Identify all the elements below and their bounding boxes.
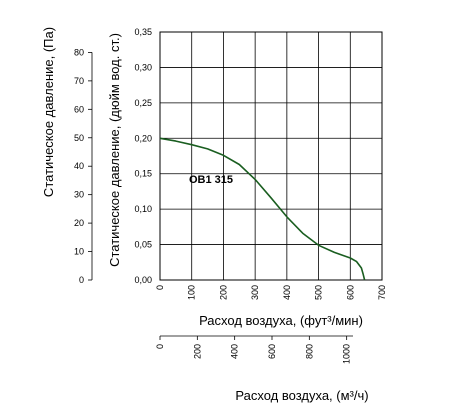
x2-tick-label: 1000	[342, 344, 352, 364]
x-tick-label: 300	[250, 285, 260, 300]
y2-tick-label: 30	[74, 190, 84, 200]
x2-tick-label: 600	[267, 344, 277, 359]
y-tick-label: 0,35	[134, 27, 152, 37]
y-tick-label: 0,20	[134, 133, 152, 143]
x-tick-label: 500	[314, 285, 324, 300]
series-annotation: ОВ1 315	[189, 174, 233, 186]
y-tick-label: 0,10	[134, 204, 152, 214]
y2-tick-label: 10	[74, 247, 84, 257]
series-curve	[159, 137, 366, 281]
y2-tick-label: 0	[79, 275, 84, 285]
x-tick-label: 200	[218, 285, 228, 300]
y2-tick-label: 60	[74, 104, 84, 114]
y-axis-title: Статическое давление, (дюйм вод. ст.)	[107, 33, 122, 267]
labels: ОВ1 315 Расход воздуха, (фут³/мин) Расход …	[41, 27, 369, 403]
y-tick-label: 0,15	[134, 169, 152, 179]
x-tick-label: 700	[377, 285, 387, 300]
y2-axis-title: Статическое давление, (Па)	[41, 27, 56, 197]
y2-tick-label: 20	[74, 218, 84, 228]
y-tick-label: 0,05	[134, 240, 152, 250]
x-tick-label: 0	[155, 285, 165, 290]
x2-tick-label: 400	[230, 344, 240, 359]
x-axis-title: Расход воздуха, (фут³/мин)	[199, 313, 363, 328]
y-tick-label: 0,25	[134, 98, 152, 108]
x-tick-label: 400	[282, 285, 292, 300]
x2-tick-label: 200	[192, 344, 202, 359]
y2-tick-label: 70	[74, 76, 84, 86]
y2-tick-label: 50	[74, 133, 84, 143]
series-line	[159, 137, 366, 281]
x2-axis-title: Расход воздуха, (м³/ч)	[235, 388, 368, 403]
x-tick-label: 100	[187, 285, 197, 300]
y2-tick-label: 40	[74, 161, 84, 171]
x-tick-label: 600	[345, 285, 355, 300]
plot-border	[159, 31, 383, 281]
y-tick-label: 0,30	[134, 62, 152, 72]
y-tick-label: 0,00	[134, 275, 152, 285]
x2-tick-label: 800	[304, 344, 314, 359]
grid	[159, 31, 383, 281]
x2-tick-label: 0	[155, 344, 165, 349]
y2-tick-label: 80	[74, 47, 84, 57]
